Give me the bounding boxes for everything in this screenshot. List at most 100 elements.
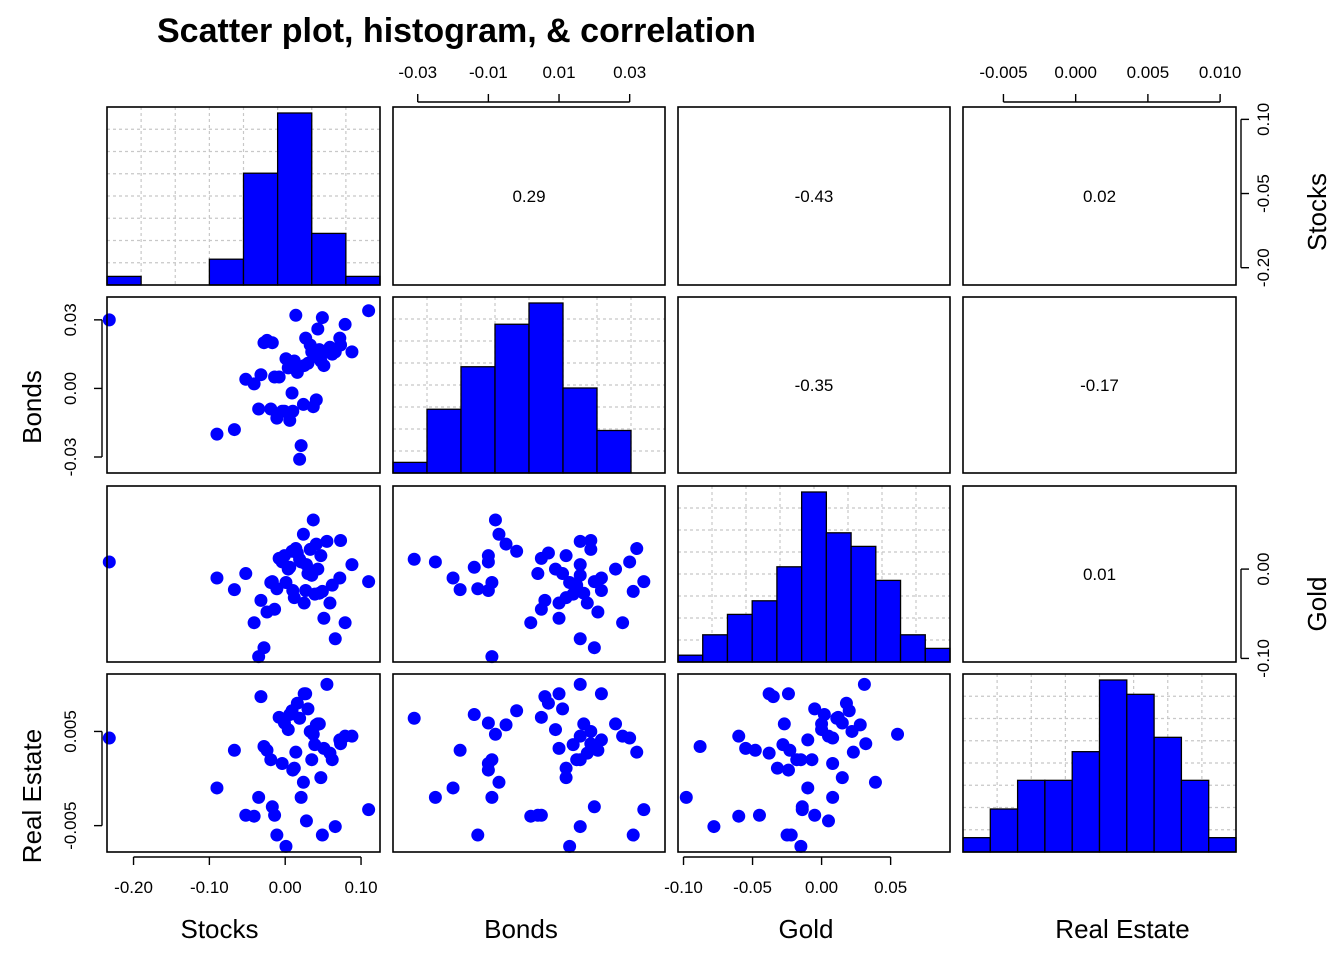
scatter-point <box>534 551 548 565</box>
scatter-point <box>314 549 328 563</box>
hist-bar-gold <box>924 647 951 663</box>
panel-frame <box>677 485 951 663</box>
y-label-gold: Gold <box>1302 577 1332 632</box>
scatter-point <box>227 583 241 597</box>
scatter-point <box>846 745 860 759</box>
scatter-point <box>795 800 809 814</box>
panel-bonds-real-estate: -0.17 <box>962 296 1237 474</box>
hist-bar-real-estate <box>1016 779 1046 853</box>
scatter-point <box>573 558 587 572</box>
scatter-point <box>552 687 566 701</box>
tick-label: -0.10 <box>190 878 229 897</box>
hist-bar-real-estate <box>989 808 1019 853</box>
scatter-point <box>334 338 348 352</box>
scatter-point <box>556 702 570 716</box>
tick-label: 0.010 <box>1199 63 1242 82</box>
scatter-point <box>286 763 300 777</box>
scatter-point <box>293 552 307 566</box>
hist-bar-gold <box>751 600 778 663</box>
scatter-point <box>732 729 746 743</box>
scatter-point <box>296 397 310 411</box>
scatter-point <box>859 737 873 751</box>
scatter-point <box>485 650 499 664</box>
scatter-point <box>102 555 116 569</box>
scatter-point <box>616 729 630 743</box>
hist-bar-bonds <box>562 387 598 474</box>
scatter-point <box>637 575 651 589</box>
hist-bar-bonds <box>528 302 564 474</box>
tick-label: -0.05 <box>733 878 772 897</box>
scatter-point <box>815 723 829 737</box>
scatter-point <box>325 347 339 361</box>
x-label-gold: Gold <box>779 914 834 944</box>
hist-bar-gold <box>726 613 753 663</box>
scatter-point <box>252 402 266 416</box>
correlation-label: -0.17 <box>1080 376 1119 395</box>
scatter-point <box>338 616 352 630</box>
tick-label: -0.05 <box>1254 174 1273 213</box>
scatter-point <box>679 790 693 804</box>
scatter-point <box>328 632 342 646</box>
scatter-point <box>467 560 481 574</box>
scatter-point <box>299 331 313 345</box>
scatter-point <box>320 534 334 548</box>
tick-label: 0.00 <box>805 878 838 897</box>
scatter-point <box>584 737 598 751</box>
scatter-point <box>275 555 289 569</box>
scatter-point <box>309 393 323 407</box>
scatter-point <box>573 820 587 834</box>
scatter-point <box>301 356 315 370</box>
scatter-point <box>467 707 481 721</box>
scatter-point <box>293 711 307 725</box>
scatter-point <box>294 439 308 453</box>
panel-frame <box>962 673 1237 853</box>
panel-bonds-stocks <box>102 296 381 474</box>
scatter-point <box>781 687 795 701</box>
scatter-point <box>428 790 442 804</box>
scatter-point <box>492 775 506 789</box>
scatter-point <box>471 828 485 842</box>
scatter-point <box>279 352 293 366</box>
scatter-point <box>781 763 795 777</box>
scatter-point <box>587 575 601 589</box>
panel-frame <box>392 485 666 663</box>
panel-frame <box>677 673 951 853</box>
scatter-point <box>566 738 580 752</box>
y-label-stocks: Stocks <box>1302 173 1332 251</box>
scatter-point <box>630 542 644 556</box>
scatter-point <box>594 687 608 701</box>
scatter-point <box>362 575 376 589</box>
scatter-point <box>499 537 513 551</box>
panel-real-estate-stocks <box>102 673 381 853</box>
scatter-point <box>584 542 598 556</box>
scatter-point <box>407 552 421 566</box>
scatter-point <box>320 677 334 691</box>
tick-label: -0.01 <box>469 63 508 82</box>
scatter-point <box>102 731 116 745</box>
scatter-point <box>707 820 721 834</box>
scatter-point <box>471 582 485 596</box>
scatter-point <box>260 605 274 619</box>
tick-label: 0.005 <box>61 710 80 753</box>
scatter-point <box>766 690 780 704</box>
scatter-point <box>839 696 853 710</box>
panel-frame <box>677 106 951 286</box>
scatter-point <box>594 584 608 598</box>
scatter-point <box>559 761 573 775</box>
scatter-point <box>305 753 319 767</box>
top-axis-real-estate: -0.005 0.000 0.005 0.010 <box>979 63 1242 103</box>
left-axis-real-estate: -0.005 0.005 <box>61 710 103 850</box>
scatter-point <box>312 717 326 731</box>
scatter-point <box>290 696 304 710</box>
scatter-point <box>312 586 326 600</box>
scatter-point <box>801 781 815 795</box>
tick-label: -0.03 <box>61 438 80 477</box>
scatter-point <box>492 527 506 541</box>
scatter-point <box>265 336 279 350</box>
scatter-point <box>323 596 337 610</box>
left-axis-bonds: -0.03 0.00 0.03 <box>61 303 103 477</box>
scatter-point <box>538 690 552 704</box>
tick-label: 0.00 <box>61 372 80 405</box>
scatter-point <box>570 753 584 767</box>
panel-gold-bonds <box>392 485 666 664</box>
